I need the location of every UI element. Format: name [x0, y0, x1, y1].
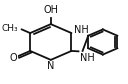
Text: CH₃: CH₃: [1, 24, 18, 33]
Text: NH: NH: [80, 53, 95, 63]
Text: N: N: [47, 61, 54, 71]
Text: O: O: [10, 53, 18, 63]
Text: OH: OH: [43, 5, 58, 15]
Text: NH: NH: [74, 25, 89, 35]
